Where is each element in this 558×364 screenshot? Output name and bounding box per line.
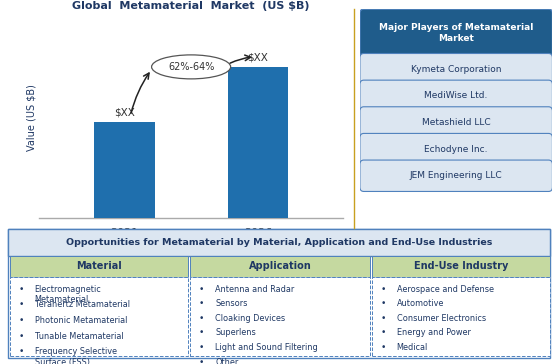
Text: •: • <box>380 328 386 337</box>
Text: End-Use Industry: End-Use Industry <box>413 261 508 271</box>
Bar <box>94 122 155 218</box>
Text: Frequency Selective
Surface (FSS)
Metamaterial: Frequency Selective Surface (FSS) Metama… <box>35 347 117 364</box>
Text: •: • <box>380 299 386 308</box>
Text: Other: Other <box>215 358 238 364</box>
Text: $XX: $XX <box>248 52 268 62</box>
Text: Material: Material <box>76 261 122 271</box>
FancyBboxPatch shape <box>190 256 370 277</box>
Text: Consumer Electronics: Consumer Electronics <box>397 314 485 323</box>
Text: •: • <box>199 343 204 352</box>
Text: •: • <box>380 285 386 294</box>
Y-axis label: Value (US $B): Value (US $B) <box>26 84 36 151</box>
Text: Superlens: Superlens <box>215 328 256 337</box>
Text: •: • <box>199 328 204 337</box>
FancyBboxPatch shape <box>372 277 550 356</box>
Text: Electromagnetic
Metamaterial: Electromagnetic Metamaterial <box>35 285 102 304</box>
Text: Terahertz Metamaterial: Terahertz Metamaterial <box>35 300 129 309</box>
Text: Metashield LLC: Metashield LLC <box>422 118 490 127</box>
Text: 62%-64%: 62%-64% <box>168 62 214 72</box>
Text: MediWise Ltd.: MediWise Ltd. <box>425 91 488 100</box>
Title: Global  Metamaterial  Market  (US $B): Global Metamaterial Market (US $B) <box>73 1 310 11</box>
Text: •: • <box>380 343 386 352</box>
Text: Photonic Metamaterial: Photonic Metamaterial <box>35 316 127 325</box>
Text: Antenna and Radar: Antenna and Radar <box>215 285 294 294</box>
FancyBboxPatch shape <box>360 160 552 191</box>
Text: Application: Application <box>249 261 311 271</box>
Text: $XX: $XX <box>114 108 134 118</box>
Text: •: • <box>199 358 204 364</box>
FancyBboxPatch shape <box>360 9 552 57</box>
Text: Automotive: Automotive <box>397 299 444 308</box>
FancyBboxPatch shape <box>372 256 550 277</box>
FancyBboxPatch shape <box>360 80 552 111</box>
Text: •: • <box>199 314 204 323</box>
Text: •: • <box>18 332 23 341</box>
Bar <box>228 67 288 218</box>
Text: Aerospace and Defense: Aerospace and Defense <box>397 285 494 294</box>
FancyBboxPatch shape <box>360 107 552 138</box>
Text: •: • <box>199 285 204 294</box>
Text: Light and Sound Filtering: Light and Sound Filtering <box>215 343 318 352</box>
Text: Major Players of Metamaterial
Market: Major Players of Metamaterial Market <box>379 23 533 43</box>
Text: Cloaking Devices: Cloaking Devices <box>215 314 285 323</box>
Text: Energy and Power: Energy and Power <box>397 328 470 337</box>
Text: Opportunities for Metamaterial by Material, Application and End-Use Industries: Opportunities for Metamaterial by Materi… <box>66 238 492 247</box>
Ellipse shape <box>152 55 230 79</box>
Text: Medical: Medical <box>397 343 428 352</box>
Text: Kymeta Corporation: Kymeta Corporation <box>411 65 502 74</box>
FancyBboxPatch shape <box>360 134 552 165</box>
Text: •: • <box>18 285 23 294</box>
Text: JEM Engineering LLC: JEM Engineering LLC <box>410 171 502 180</box>
FancyBboxPatch shape <box>10 256 188 277</box>
FancyBboxPatch shape <box>190 277 370 356</box>
Text: Tunable Metamaterial: Tunable Metamaterial <box>35 332 123 341</box>
Text: •: • <box>18 347 23 356</box>
FancyBboxPatch shape <box>10 277 188 356</box>
Text: Sensors: Sensors <box>215 299 247 308</box>
FancyBboxPatch shape <box>8 229 550 358</box>
Text: Echodyne Inc.: Echodyne Inc. <box>425 145 488 154</box>
FancyBboxPatch shape <box>360 54 552 85</box>
Text: •: • <box>18 316 23 325</box>
Text: Source:  Lucintel: Source: Lucintel <box>268 249 343 258</box>
Text: •: • <box>18 300 23 309</box>
Text: •: • <box>380 314 386 323</box>
Text: •: • <box>199 299 204 308</box>
FancyBboxPatch shape <box>8 229 550 256</box>
